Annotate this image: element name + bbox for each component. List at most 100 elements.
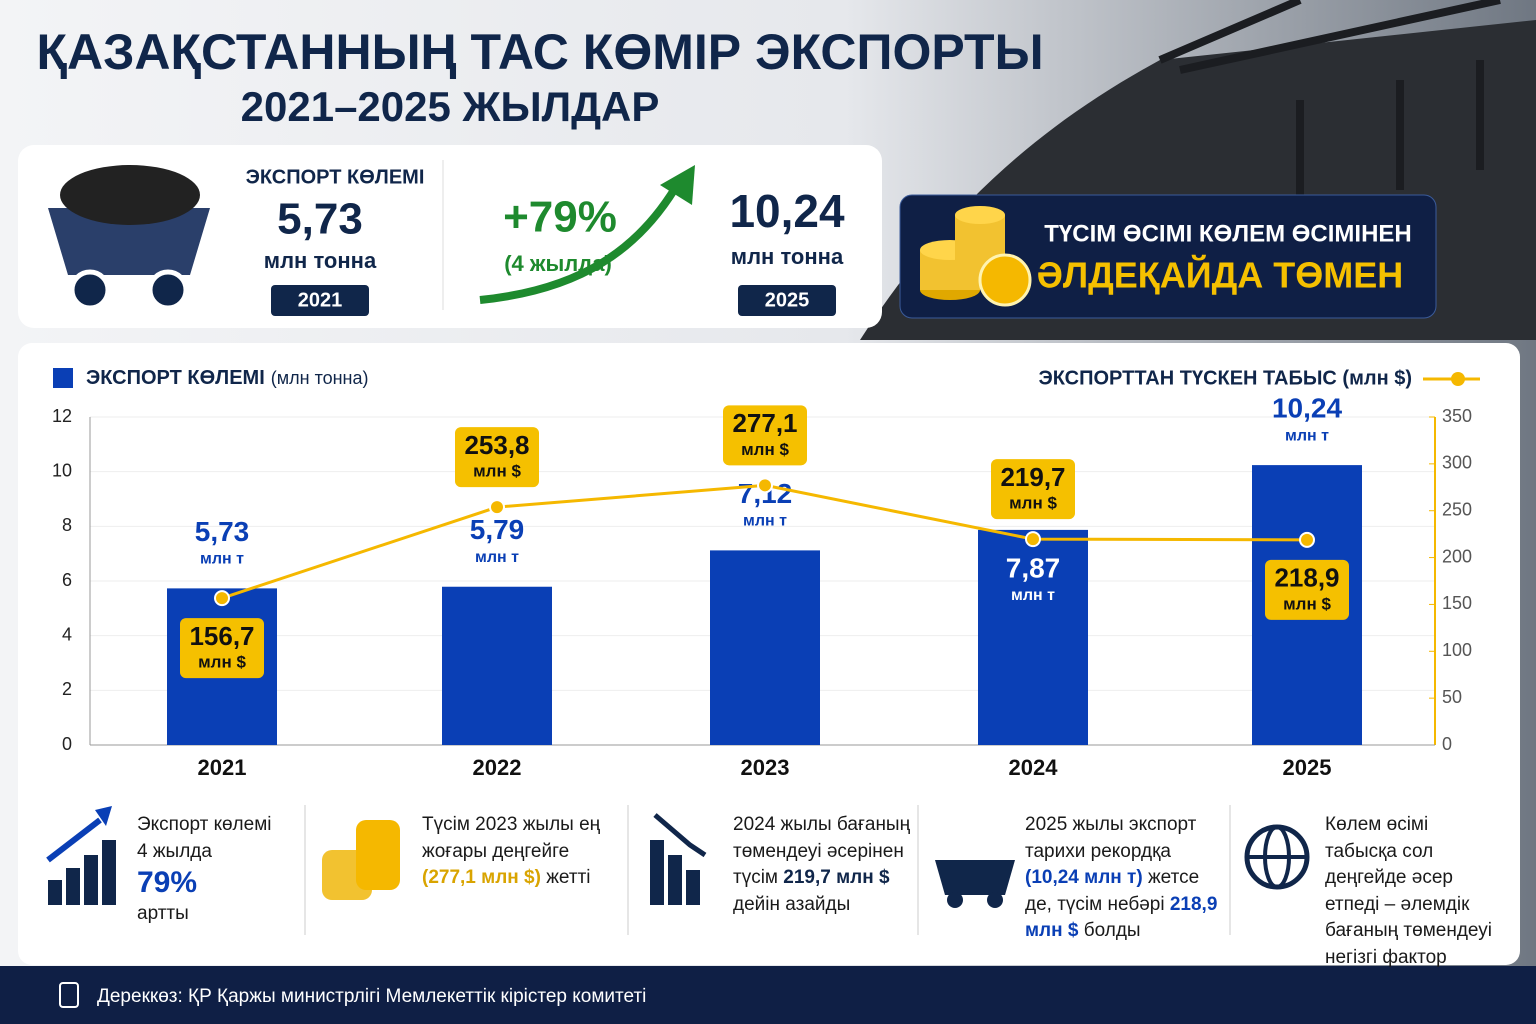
banner-line1: ТҮСІМ ӨСІМІ КӨЛЕМ ӨСІМІНЕН (1044, 220, 1412, 247)
banner-line2: ӘЛДЕҚАЙДА ТӨМЕН (1037, 254, 1404, 296)
legend-name: ЭКСПОРТ КӨЛЕМІ (86, 367, 265, 389)
legend-swatch (53, 368, 73, 388)
bar-unit-label: млн т (1011, 587, 1055, 604)
bar-value-label: 10,24 (1272, 392, 1342, 423)
note-text: жетті (540, 867, 591, 889)
y-tick-label: 10 (52, 460, 72, 480)
value-box (180, 618, 264, 679)
note-text: Көлем өсімі табысқа сол деңгейде әсер ет… (1325, 814, 1492, 968)
line-marker (1299, 531, 1315, 548)
y-tick-label: 2 (62, 679, 72, 699)
line-unit-label: млн $ (1009, 494, 1057, 513)
line-marker (1025, 531, 1041, 548)
conveyor (1158, 0, 1501, 200)
line-value-label: 156,7 (189, 621, 254, 651)
note-text: артты (137, 903, 189, 925)
note-text: (277,1 млн $) (422, 867, 541, 889)
bar-unit-label: млн т (475, 549, 519, 566)
note-icons (46, 806, 1310, 908)
year-box (271, 285, 369, 316)
stat-label: ЭКСПОРТ КӨЛЕМІ (246, 166, 425, 188)
x-tick-label: 2022 (473, 755, 522, 780)
note-text: дейін азайды (733, 893, 851, 915)
legend-label: ЭКСПОРТ КӨЛЕМІ (млн тонна) (86, 367, 369, 389)
legend-label: ЭКСПОРТТАН ТҮСКЕН ТАБЫС (млн $) (1038, 367, 1412, 389)
note: 2025 жылы экспорт тарихи рекордқа (10,24… (1025, 812, 1225, 945)
x-tick-label: 2024 (1009, 755, 1059, 780)
line-unit-label: млн $ (741, 440, 789, 459)
growth-arrow (479, 178, 684, 304)
x-tick-label: 2023 (741, 755, 790, 780)
y2-tick-label: 300 (1442, 453, 1472, 473)
value-box (991, 459, 1075, 520)
y2-tick-label: 200 (1442, 546, 1472, 566)
stats-card (18, 145, 882, 328)
line-value-label: 219,7 (1000, 462, 1065, 492)
footer (0, 966, 1536, 1024)
line-value-label: 277,1 (732, 408, 797, 438)
stat-growth: +79% (503, 193, 617, 242)
source-icon (59, 982, 79, 1008)
y2-tick-label: 0 (1442, 734, 1452, 754)
stat-growth-note: (4 жылда) (504, 251, 612, 276)
line-marker (489, 499, 505, 516)
bar-unit-label: млн т (743, 513, 787, 530)
bar (710, 550, 820, 745)
value-box (455, 427, 539, 488)
line-unit-label: млн $ (198, 653, 246, 672)
note-text: 2024 жылы бағаның төмендеуі әсерінен түс… (733, 814, 911, 889)
bar-value-label: 5,79 (470, 514, 525, 545)
coins-icon (920, 206, 1032, 307)
note-text: 219,7 млн $ (783, 867, 890, 889)
note-text: 2025 жылы экспорт тарихи рекордқа (1025, 814, 1197, 862)
note-text: (10,24 млн т) (1025, 867, 1143, 889)
note-text: 218,9 млн $ (1025, 893, 1218, 942)
y2-tick-label: 250 (1442, 499, 1472, 519)
bar-value-label: 7,87 (1006, 552, 1061, 583)
y-tick-label: 6 (62, 570, 72, 590)
stat-start-value: 5,73 (277, 195, 363, 244)
note: Экспорт көлемі 4 жылда 79% артты (137, 812, 287, 928)
legend-note: (млн тонна) (271, 368, 369, 388)
stat-end-unit: млн тонна (731, 244, 844, 269)
legend-marker (1451, 372, 1465, 386)
y-tick-label: 4 (62, 624, 72, 644)
note-text: болды (1078, 920, 1141, 942)
y-tick-label: 0 (62, 734, 72, 754)
note-text: Экспорт көлемі 4 жылда (137, 814, 272, 862)
y2-tick-label: 350 (1442, 406, 1472, 426)
banner (899, 194, 1437, 319)
line-unit-label: млн $ (1283, 594, 1331, 613)
title: ҚАЗАҚСТАННЫҢ ТАС КӨМІР ЭКСПОРТЫ (36, 24, 1043, 80)
line-value-label: 253,8 (464, 430, 529, 460)
note-text: Түсім 2023 жылы ең жоғары деңгейге (422, 814, 601, 862)
note-text: жетсе де, түсім небәрі (1025, 867, 1200, 915)
bar-value-label: 5,73 (195, 516, 250, 547)
y-tick-label: 8 (62, 515, 72, 535)
source: Дереккөз: ҚР Қаржы министрлігі Мемлекетт… (97, 986, 646, 1007)
bar-unit-label: млн т (1285, 427, 1329, 444)
note: Түсім 2023 жылы ең жоғары деңгейге (277,… (422, 812, 612, 892)
bar (978, 529, 1088, 745)
line-marker (757, 477, 773, 494)
y-tick-label: 12 (52, 406, 72, 426)
note: Көлем өсімі табысқа сол деңгейде әсер ет… (1325, 812, 1500, 972)
note-text: 79% (137, 866, 198, 900)
line-marker (214, 590, 230, 607)
year-box (738, 285, 836, 316)
stat-end-value: 10,24 (729, 185, 845, 237)
line-unit-label: млн $ (473, 462, 521, 481)
subtitle: 2021–2025 ЖЫЛДАР (241, 83, 660, 130)
chart: 0 2 4 6 8 10 12 0 50 100 150 200 250 300 350 2021 2022 20… (52, 367, 1480, 780)
value-box (723, 405, 807, 466)
y2-tick-label: 150 (1442, 593, 1472, 613)
arrow-head (660, 165, 695, 205)
value-box (1265, 559, 1349, 620)
y2-tick-label: 50 (1442, 687, 1462, 707)
stat-start-unit: млн тонна (264, 248, 377, 273)
x-tick-label: 2025 (1283, 755, 1332, 780)
note: 2024 жылы бағаның төмендеуі әсерінен түс… (733, 812, 913, 918)
stat-start-year: 2021 (298, 289, 343, 311)
